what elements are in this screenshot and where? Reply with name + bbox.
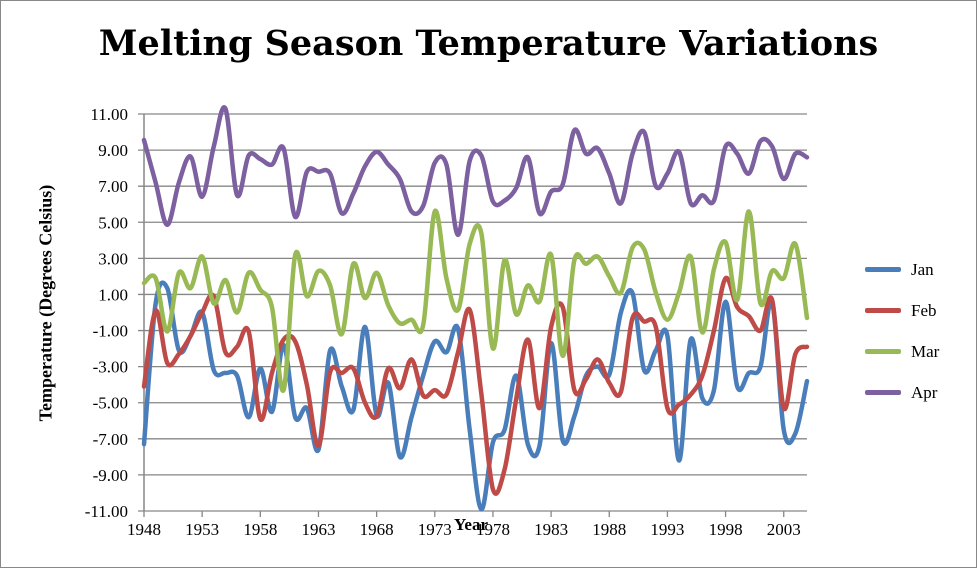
x-tick-label: 1998 bbox=[709, 520, 743, 539]
legend-label: Apr bbox=[911, 382, 938, 402]
x-tick-label: 1968 bbox=[360, 520, 394, 539]
series-line-mar bbox=[141, 208, 810, 393]
y-tick-label: 9.00 bbox=[98, 141, 128, 160]
x-tick-label: 1988 bbox=[592, 520, 626, 539]
legend-label: Feb bbox=[911, 300, 937, 320]
legend-swatch bbox=[865, 308, 901, 313]
y-tick-label: -3.00 bbox=[93, 358, 128, 377]
legend: Jan Feb Mar Apr bbox=[865, 249, 939, 413]
x-tick-label: 1953 bbox=[185, 520, 219, 539]
x-tick-label: 1993 bbox=[650, 520, 684, 539]
y-tick-label: -7.00 bbox=[93, 430, 128, 449]
x-tick-label: 2003 bbox=[767, 520, 801, 539]
chart-title: Melting Season Temperature Variations bbox=[98, 23, 879, 64]
legend-swatch bbox=[865, 390, 901, 395]
y-tick-label: 3.00 bbox=[98, 249, 128, 268]
legend-item-feb: Feb bbox=[865, 290, 939, 331]
y-tick-label: 5.00 bbox=[98, 213, 128, 232]
y-tick-label: 1.00 bbox=[98, 285, 128, 304]
legend-item-apr: Apr bbox=[865, 372, 939, 413]
x-tick-label: 1948 bbox=[127, 520, 161, 539]
y-tick-label: -1.00 bbox=[93, 322, 128, 341]
legend-label: Jan bbox=[911, 259, 934, 279]
legend-label: Mar bbox=[911, 341, 940, 361]
x-tick-label: 1978 bbox=[476, 520, 510, 539]
x-tick-label: 1973 bbox=[418, 520, 452, 539]
x-axis-title: Year bbox=[454, 515, 488, 534]
y-tick-label: -11.00 bbox=[85, 502, 128, 521]
x-tick-label: 1958 bbox=[243, 520, 277, 539]
legend-swatch bbox=[865, 349, 901, 354]
series-line-apr bbox=[141, 105, 810, 238]
legend-item-jan: Jan bbox=[865, 249, 939, 290]
x-tick-label: 1983 bbox=[534, 520, 568, 539]
y-tick-label: -5.00 bbox=[93, 394, 128, 413]
y-tick-label: -9.00 bbox=[93, 466, 128, 485]
legend-swatch bbox=[865, 267, 901, 272]
x-tick-label: 1963 bbox=[301, 520, 335, 539]
y-tick-label: 7.00 bbox=[98, 177, 128, 196]
y-tick-label: 11.00 bbox=[90, 105, 128, 124]
legend-item-mar: Mar bbox=[865, 331, 939, 372]
